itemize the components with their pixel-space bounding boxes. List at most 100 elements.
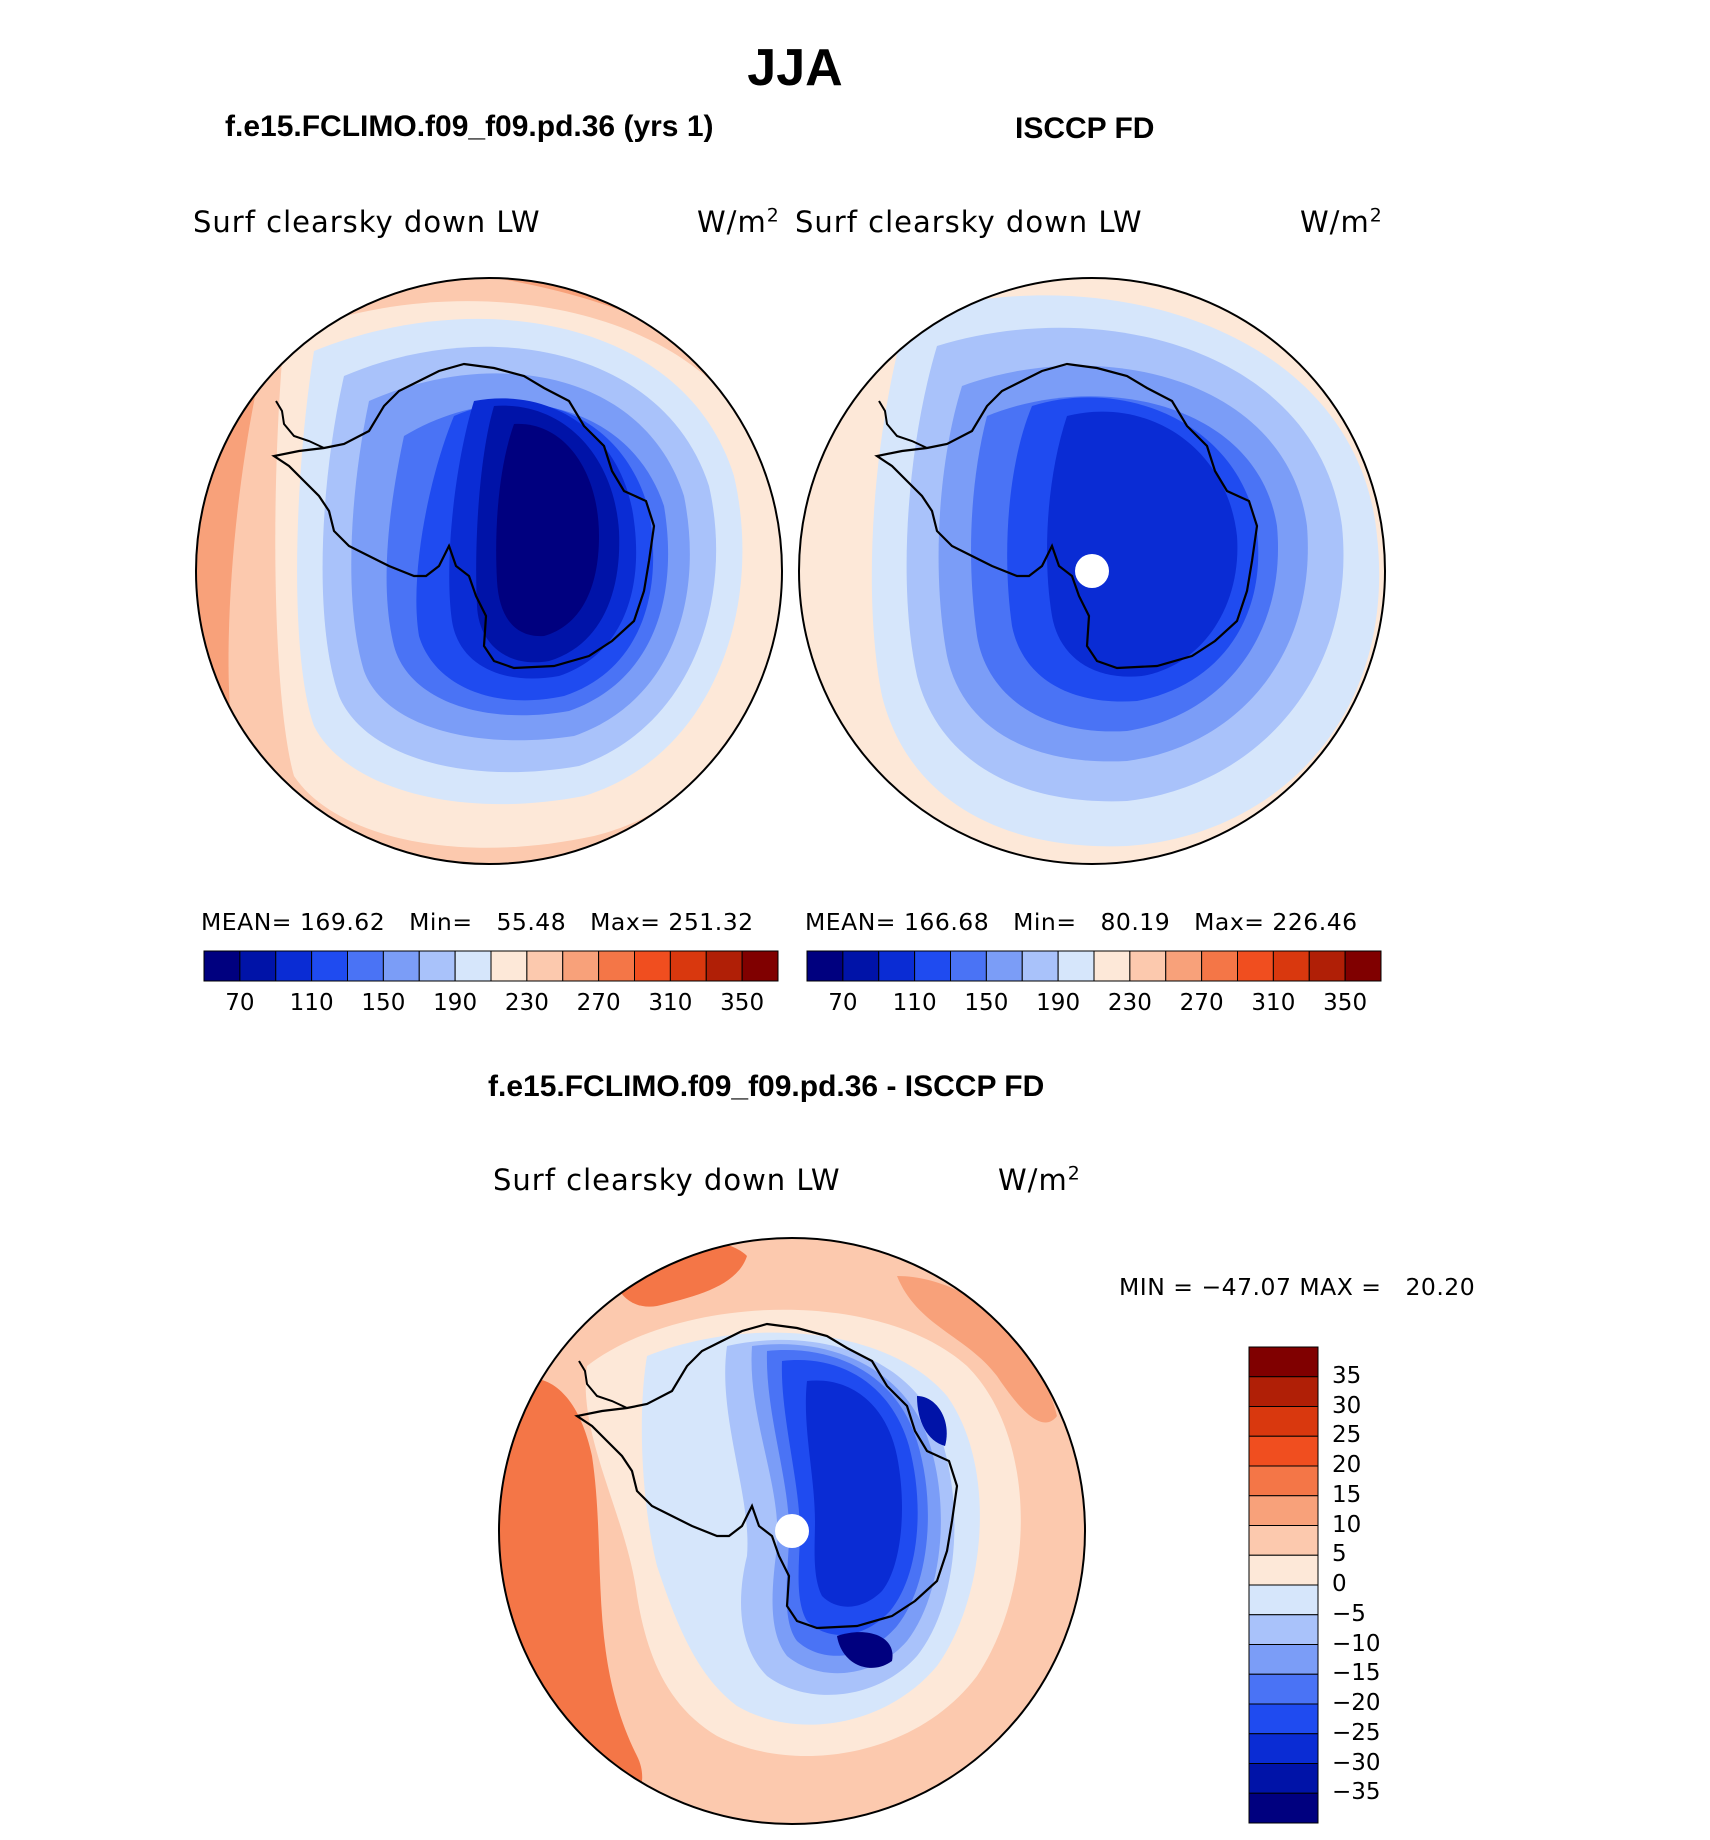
obs-colorbar-swatch-0 (806, 950, 844, 982)
diff-field-c2 (805, 1380, 902, 1607)
diff-colorbar-tick-label: −25 (1332, 1719, 1381, 1746)
model-colorbar-tick-label: 230 (504, 990, 549, 1016)
diff-colorbar-swatch-4 (1248, 1465, 1319, 1497)
model-colorbar-swatch-9 (526, 950, 564, 982)
diff-variable-label: Surf clearsky down LW (493, 1163, 841, 1197)
obs-variable-label: Surf clearsky down LW (795, 205, 1143, 239)
model-stats-line: MEAN= 169.62 Min= 55.48 Max= 251.32 (201, 908, 754, 936)
model-colorbar-swatch-14 (705, 950, 743, 982)
obs-colorbar-swatch-5 (985, 950, 1023, 982)
diff-colorbar-swatch-14 (1248, 1763, 1319, 1794)
diff-polar-map (498, 1237, 1086, 1825)
diff-colorbar-tick-label: −35 (1332, 1779, 1381, 1806)
model-colorbar-swatch-13 (669, 950, 707, 982)
obs-colorbar-tick-label: 70 (828, 990, 858, 1016)
diff-colorbar-tick-label: 20 (1332, 1452, 1362, 1478)
diff-field-c0-ne (917, 1396, 947, 1446)
diff-colorbar-tick-label: 25 (1332, 1422, 1362, 1449)
obs-colorbar-swatch-15 (1344, 950, 1382, 982)
diff-colorbar-tick-label: 35 (1332, 1362, 1362, 1389)
model-units-label: W/m2 (697, 205, 780, 239)
diff-colorbar-swatch-1 (1248, 1376, 1319, 1407)
model-colorbar-tick-label: 350 (720, 990, 765, 1016)
obs-colorbar-swatch-2 (878, 950, 916, 982)
model-colorbar-tick-label: 190 (433, 990, 478, 1016)
antarctic-peninsula (275, 400, 325, 449)
diff-colorbar (1248, 1346, 1319, 1824)
main-title: JJA (747, 39, 843, 97)
model-colorbar-swatch-10 (562, 950, 600, 982)
obs-colorbar-tick-label: 110 (892, 990, 937, 1016)
antarctica-coastline (574, 1322, 959, 1630)
diff-colorbar-swatch-5 (1248, 1495, 1319, 1526)
obs-colorbar-swatch-9 (1129, 950, 1167, 982)
model-colorbar-tick-label: 270 (576, 990, 621, 1016)
obs-colorbar-swatch-11 (1201, 950, 1238, 982)
diff-colorbar-swatch-12 (1248, 1703, 1319, 1735)
obs-colorbar-tick-label: 270 (1179, 990, 1224, 1016)
diff-colorbar-tick-label: −10 (1332, 1630, 1381, 1657)
diff-colorbar-swatch-11 (1248, 1673, 1319, 1705)
model-panel-title: f.e15.FCLIMO.f09_f09.pd.36 (yrs 1) (225, 110, 714, 143)
diff-panel-title: f.e15.FCLIMO.f09_f09.pd.36 - ISCCP FD (488, 1070, 1045, 1103)
diff-colorbar-swatch-8 (1248, 1584, 1319, 1616)
obs-colorbar-swatch-4 (950, 950, 987, 982)
obs-colorbar-swatch-1 (842, 950, 880, 982)
diff-colorbar-tick-label: 15 (1332, 1481, 1362, 1508)
diff-colorbar-tick-label: −5 (1332, 1600, 1366, 1627)
model-colorbar-swatch-12 (634, 950, 671, 982)
obs-units-label: W/m2 (1300, 205, 1383, 239)
antarctica-coastline (874, 362, 1259, 670)
diff-colorbar-swatch-7 (1248, 1554, 1319, 1586)
pole-missing-data (1075, 554, 1109, 588)
obs-colorbar-ticks: 70 110 150 190 230 270 310 350 (807, 990, 1381, 1020)
model-colorbar-swatch-1 (239, 950, 277, 982)
diff-units-label: W/m2 (998, 1163, 1081, 1197)
obs-colorbar-tick-label: 310 (1251, 990, 1296, 1016)
obs-colorbar-swatch-8 (1093, 950, 1131, 982)
obs-polar-map (798, 277, 1386, 865)
obs-colorbar-swatch-14 (1308, 950, 1346, 982)
obs-colorbar-swatch-3 (914, 950, 951, 982)
antarctic-peninsula (578, 1360, 628, 1409)
diff-stats-line: MIN = −47.07 MAX = 20.20 (1119, 1273, 1476, 1301)
model-colorbar-swatch-4 (347, 950, 384, 982)
model-colorbar-swatch-3 (311, 950, 348, 982)
model-colorbar-swatch-2 (275, 950, 313, 982)
pole-missing-data (775, 1514, 809, 1548)
obs-colorbar (806, 950, 1382, 982)
obs-stats-line: MEAN= 166.68 Min= 80.19 Max= 226.46 (805, 908, 1358, 936)
model-colorbar-swatch-11 (598, 950, 635, 982)
diff-colorbar-swatch-0 (1248, 1346, 1319, 1378)
obs-colorbar-tick-label: 190 (1036, 990, 1081, 1016)
model-colorbar (203, 950, 779, 982)
diff-field-w2-northeast (897, 1276, 1057, 1423)
model-variable-label: Surf clearsky down LW (193, 205, 541, 239)
antarctic-peninsula (878, 400, 928, 449)
obs-field-c2 (1047, 411, 1238, 677)
model-colorbar-tick-label: 150 (361, 990, 406, 1016)
obs-colorbar-tick-label: 350 (1323, 990, 1368, 1016)
model-colorbar-tick-label: 110 (289, 990, 334, 1016)
model-colorbar-tick-label: 310 (648, 990, 693, 1016)
model-colorbar-swatch-5 (382, 950, 420, 982)
diff-colorbar-tick-label: −20 (1332, 1690, 1381, 1716)
diff-colorbar-swatch-15 (1248, 1792, 1319, 1824)
model-colorbar-swatch-7 (454, 950, 492, 982)
obs-colorbar-tick-label: 150 (964, 990, 1009, 1016)
model-colorbar-ticks: 70 110 150 190 230 270 310 350 (204, 990, 778, 1020)
diff-colorbar-tick-label: −30 (1332, 1749, 1381, 1776)
obs-colorbar-swatch-12 (1237, 950, 1274, 982)
model-polar-map (195, 277, 783, 865)
diff-colorbar-swatch-10 (1248, 1644, 1319, 1675)
model-colorbar-swatch-15 (741, 950, 779, 982)
diff-colorbar-tick-label: 30 (1332, 1392, 1362, 1419)
model-field-c0 (496, 423, 599, 637)
diff-field-c0-se (837, 1632, 893, 1668)
diff-colorbar-swatch-3 (1248, 1435, 1319, 1467)
obs-colorbar-swatch-13 (1272, 950, 1310, 982)
model-colorbar-swatch-0 (203, 950, 241, 982)
diff-colorbar-swatch-2 (1248, 1406, 1319, 1437)
model-colorbar-swatch-6 (418, 950, 456, 982)
diff-colorbar-tick-label: 10 (1332, 1511, 1362, 1538)
